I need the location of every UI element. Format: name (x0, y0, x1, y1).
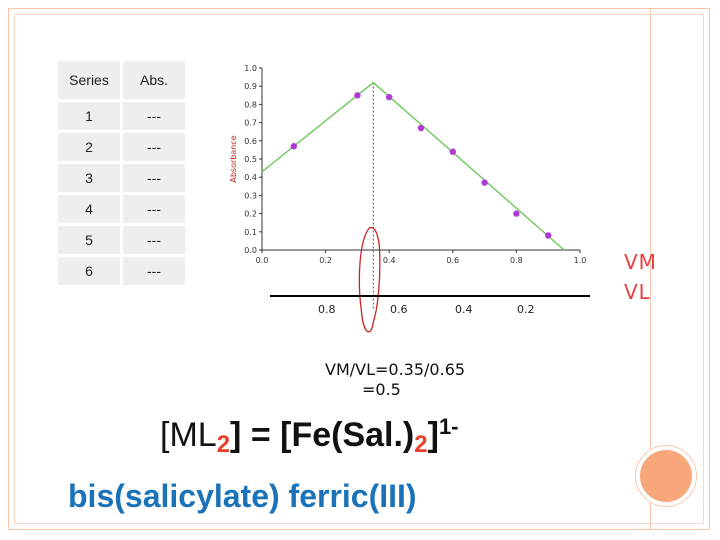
formula-sub1: 2 (216, 431, 231, 458)
formula-mid: ] = [Fe(Sal.) (230, 416, 415, 454)
y-axis-label: Absorbance (229, 135, 238, 182)
y-tick-label: 0.4 (244, 173, 257, 182)
cell-series: 6 (58, 257, 120, 285)
data-point (290, 143, 297, 150)
job-plot-chart: 0.0 0.1 0.2 0.3 0.4 0.5 0.6 0.7 0.8 0.9 1.0 0.0 0.2 0… (229, 64, 587, 333)
formula-sup: 1- (438, 414, 459, 439)
table-row: 1 --- (58, 102, 185, 130)
cell-series: 1 (58, 102, 120, 130)
table-row: 4 --- (58, 195, 185, 223)
x-tick-label: 0.2 (319, 256, 332, 265)
cell-series: 5 (58, 226, 120, 254)
complex-formula: [ML2] = [Fe(Sal.)2]1- (160, 414, 459, 459)
y-tick-label: 0.5 (244, 155, 257, 164)
scale2-label: 0.8 (318, 303, 336, 316)
data-point (449, 148, 456, 155)
header-series: Series (58, 61, 120, 99)
accent-divider (650, 8, 651, 530)
y-tick-label: 0.9 (244, 82, 257, 91)
data-point (354, 92, 361, 99)
fit-line (261, 82, 374, 173)
data-point (513, 210, 520, 217)
data-point (386, 93, 393, 101)
x-tick-label: 0.0 (256, 256, 269, 265)
cell-abs: --- (123, 195, 185, 223)
formula-sub2: 2 (414, 431, 428, 458)
data-point (481, 179, 488, 186)
side-label-vm: VM (624, 250, 657, 274)
scale2-label: 0.6 (390, 303, 408, 316)
data-point (545, 232, 552, 239)
table-row: 3 --- (58, 164, 185, 192)
cell-abs: --- (123, 133, 185, 161)
cell-series: 3 (58, 164, 120, 192)
scale2-label: 0.2 (517, 303, 535, 316)
y-tick-label: 0.3 (244, 191, 257, 200)
y-tick-label: 0.7 (244, 119, 257, 128)
y-tick-label: 0.0 (244, 246, 257, 255)
annotation-loop (358, 226, 381, 333)
ratio-equation: VM/VL=0.35/0.65 (325, 360, 466, 379)
decorative-circle (636, 446, 696, 506)
cell-abs: --- (123, 226, 185, 254)
side-label-vl: VL (624, 280, 651, 304)
ratio-result: =0.5 (362, 380, 401, 399)
x-tick-label: 0.6 (446, 256, 459, 265)
y-tick-label: 0.6 (244, 137, 257, 146)
slide-frame-inner (14, 14, 704, 524)
y-tick-label: 0.1 (244, 228, 257, 237)
data-point (417, 124, 425, 132)
fit-line (372, 82, 565, 251)
x-tick-label: 0.4 (383, 256, 396, 265)
second-scale-axis (270, 295, 590, 297)
cell-series: 4 (58, 195, 120, 223)
cell-abs: --- (123, 257, 185, 285)
y-tick-label: 0.2 (244, 210, 257, 219)
cell-series: 2 (58, 133, 120, 161)
table-row: 2 --- (58, 133, 185, 161)
scale2-label: 0.4 (455, 303, 473, 316)
table-row: 5 --- (58, 226, 185, 254)
y-tick-label: 0.8 (244, 100, 257, 109)
header-abs: Abs. (123, 61, 185, 99)
y-tick-label: 1.0 (244, 64, 257, 73)
formula-close: ] (427, 416, 439, 454)
x-tick-label: 0.8 (510, 256, 523, 265)
x-tick-label: 1.0 (574, 256, 587, 265)
table-row: 6 --- (58, 257, 185, 285)
series-table: Series Abs. 1 --- 2 --- 3 --- 4 --- 5 --… (55, 58, 188, 288)
formula-open: [ML (160, 416, 217, 454)
cell-abs: --- (123, 102, 185, 130)
slide-frame-outer (8, 8, 710, 530)
complex-name: bis(salicylate) ferric(III) (68, 478, 417, 514)
cell-abs: --- (123, 164, 185, 192)
